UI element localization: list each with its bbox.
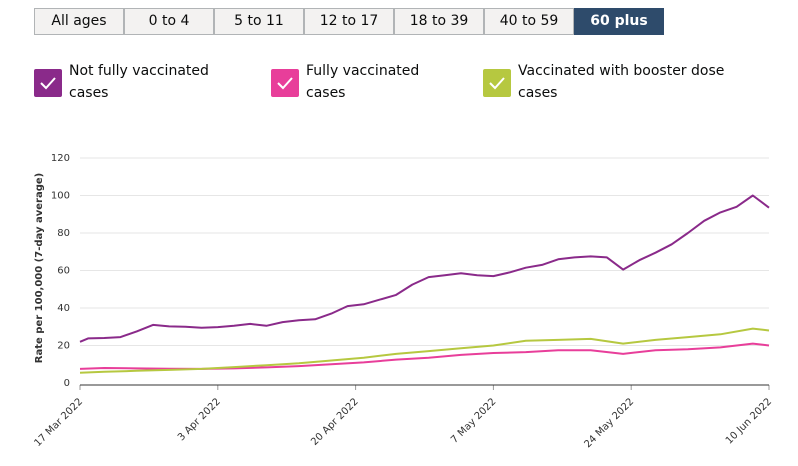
- legend-checkbox[interactable]: [271, 69, 299, 97]
- legend-label-line1: Fully vaccinated: [306, 63, 420, 79]
- tab-40-to-59[interactable]: 40 to 59: [484, 8, 574, 35]
- x-tick-label: 20 Apr 2022: [309, 396, 361, 448]
- legend-item-fully-vaccinated[interactable]: Fully vaccinated cases: [271, 60, 456, 104]
- series-line-2: [79, 327, 770, 374]
- legend-item-booster[interactable]: Vaccinated with booster dose cases: [483, 60, 758, 104]
- y-tick-label: 40: [57, 303, 70, 314]
- tab-0-to-4[interactable]: 0 to 4: [124, 8, 214, 35]
- y-tick-label: 60: [57, 266, 70, 277]
- legend-label: Not fully vaccinated cases: [69, 60, 219, 104]
- legend-item-not-fully-vaccinated[interactable]: Not fully vaccinated cases: [34, 60, 219, 104]
- legend-label: Fully vaccinated cases: [306, 60, 456, 104]
- checkmark-icon: [40, 77, 56, 90]
- x-tick-label: 3 Apr 2022: [176, 396, 223, 443]
- tab-60-plus[interactable]: 60 plus: [574, 8, 664, 35]
- x-tick-label: 7 May 2022: [449, 396, 498, 445]
- legend-label-line1: Vaccinated with booster dose: [518, 63, 725, 79]
- chart-legend: Not fully vaccinated cases Fully vaccina…: [0, 60, 798, 110]
- series-line-1: [79, 342, 770, 370]
- tab-all-ages[interactable]: All ages: [34, 8, 124, 35]
- checkmark-icon: [489, 77, 505, 90]
- legend-label-line2: cases: [306, 85, 346, 101]
- tab-12-to-17[interactable]: 12 to 17: [304, 8, 394, 35]
- legend-label-line1: Not fully vaccinated: [69, 63, 209, 79]
- legend-checkbox[interactable]: [483, 69, 511, 97]
- legend-label-line2: cases: [69, 85, 109, 101]
- x-tick-label: 10 Jun 2022: [724, 396, 774, 446]
- tab-18-to-39[interactable]: 18 to 39: [394, 8, 484, 35]
- legend-label: Vaccinated with booster dose cases: [518, 60, 758, 104]
- age-filter-tabs: All ages 0 to 4 5 to 11 12 to 17 18 to 3…: [34, 8, 664, 35]
- x-tick-label: 17 Mar 2022: [33, 396, 86, 449]
- y-tick-label: 20: [57, 341, 70, 352]
- y-tick-label: 0: [64, 378, 70, 389]
- y-tick-label: 120: [51, 153, 70, 164]
- checkmark-icon: [277, 77, 293, 90]
- series-line-0: [79, 194, 770, 343]
- legend-checkbox[interactable]: [34, 69, 62, 97]
- y-tick-label: 80: [57, 228, 70, 239]
- legend-label-line2: cases: [518, 85, 558, 101]
- y-axis-title: Rate per 100,000 (7-day average): [34, 173, 45, 363]
- y-tick-label: 100: [51, 191, 70, 202]
- tab-5-to-11[interactable]: 5 to 11: [214, 8, 304, 35]
- x-tick-label: 24 May 2022: [582, 396, 636, 450]
